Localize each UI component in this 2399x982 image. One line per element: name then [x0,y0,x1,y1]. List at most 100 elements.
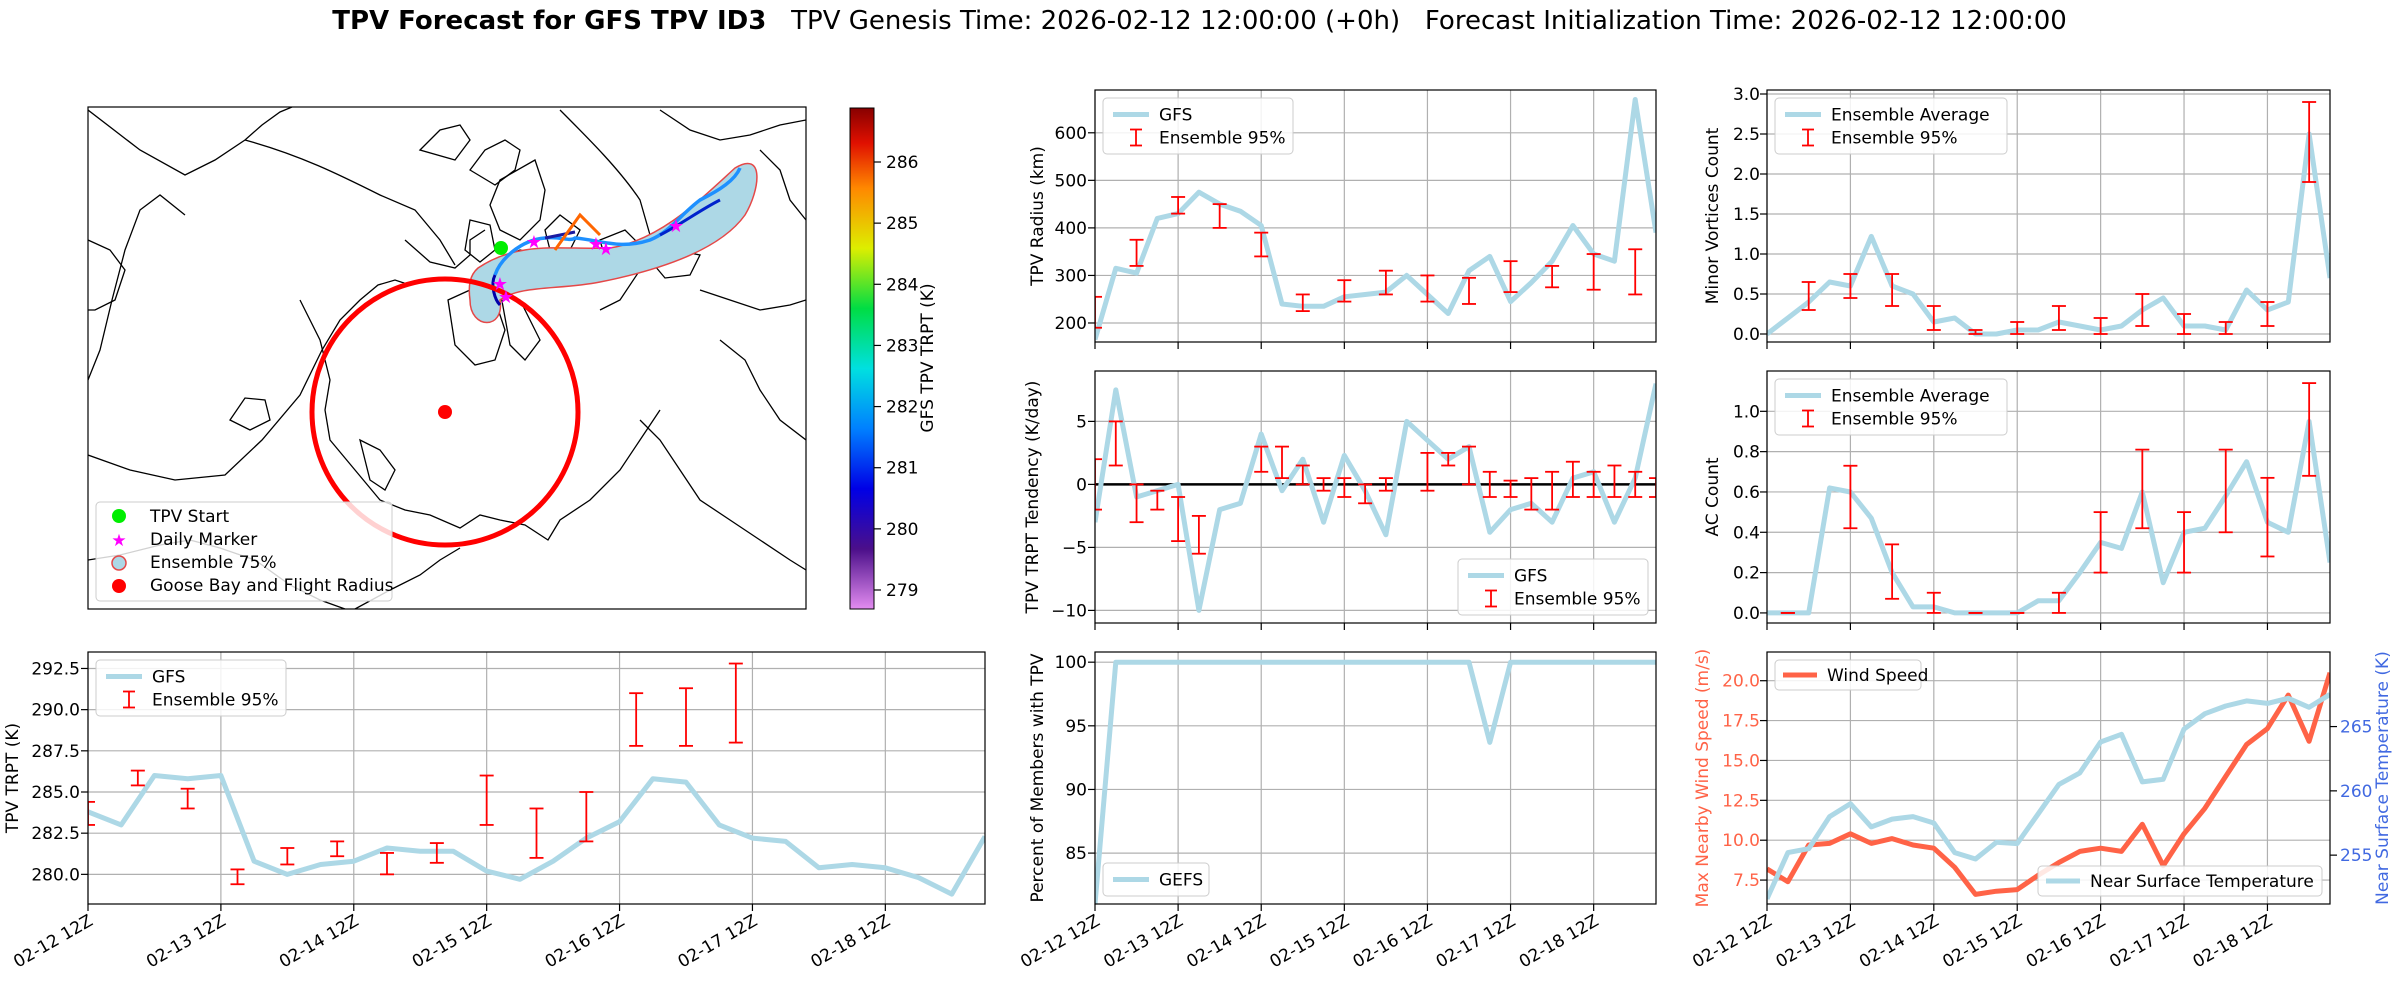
y-tick-label: 292.5 [31,659,80,679]
y-tick-label: 400 [1055,219,1087,239]
errorbar [1420,274,1435,303]
errorbar [1254,231,1269,258]
tpv-track-segment [544,230,576,240]
daily-marker: ★ [498,287,514,308]
map-legend: ★ TPV Start Daily Marker Ensemble 75% Go… [95,501,394,602]
legend-label: Ensemble 95% [152,691,279,711]
y-tick-label: 5 [1076,412,1087,432]
errorbar [529,807,544,859]
errorbar [2260,301,2275,327]
x-tick-label: 02-13 12Z [1100,911,1186,972]
errorbar [130,769,145,787]
errorbar [479,774,494,826]
plot-frame [1766,89,2331,343]
legend: GFS Ensemble 95% [95,659,287,717]
legend-box [2037,865,2323,897]
colorbar-tick-label: 281 [886,459,918,479]
y-tick-label: 287.5 [31,742,80,762]
map-panel: ★ ★ ★ ★ ★ ★ ★ TPV Start Daily Marker Ens… [87,106,807,610]
tpv-track [493,167,742,276]
errorbar [1420,451,1435,492]
legend-label: Ensemble 95% [1831,129,1958,149]
x-tick-label: 02-18 12Z [808,911,894,972]
errorbar [629,692,644,747]
y-axis-label: TPV TRPT Tendency (K/day) [1023,381,1043,615]
legend-label: Near Surface Temperature [2090,872,2314,892]
tpv-track-late [659,198,721,237]
x-tick-label: 02-15 12Z [1267,911,1353,972]
legend: GEFS [1102,862,1210,897]
y-tick-label: 100 [1055,653,1087,673]
errorbar [1503,479,1518,498]
x-tick-label: 02-12 12Z [10,911,96,972]
errorbar [2135,448,2150,530]
errorbar [1843,273,1858,299]
errorbar [1337,279,1352,303]
y2-tick-label: 255 [2340,846,2372,866]
errorbar [1378,477,1393,492]
legend-swatch-errorbar [1485,589,1497,608]
errorbar [1586,253,1601,291]
colorbar-tick-label: 280 [886,520,918,540]
chart-members: 85 90 95 100 Percent of Members with TPV 02-1… [1017,651,1657,972]
series-line-gfs [1095,383,1656,613]
y-tick-label: 12.5 [1722,791,1760,811]
legend-box [1774,378,2008,436]
errorbar [1171,496,1186,542]
errorbar [1316,477,1331,492]
errorbar [1095,458,1102,511]
errorbar [1565,460,1580,498]
errorbar [2051,591,2066,614]
errorbar [1295,293,1310,312]
errorbar [1171,196,1186,215]
errorbar [2010,321,2025,335]
legend-label: Ensemble 95% [1831,410,1958,430]
series-line-gfs [88,773,985,897]
errorbar [728,662,743,744]
x-tick-label: 02-15 12Z [1939,911,2025,972]
legend-swatch-errorbar [1802,128,1814,147]
x-tick-label: 02-12 12Z [1017,911,1103,972]
errorbar [2260,476,2275,558]
legend: GFS Ensemble 95% [1457,558,1649,616]
errorbar [1295,464,1310,486]
legend-box [1774,659,1922,691]
y-axis-label: Max Nearby Wind Speed (m/s) [1693,649,1713,908]
ensemble-75-region [468,162,758,324]
x-tick-label: 02-13 12Z [143,911,229,972]
chart-radius: 200 300 400 500 600 TPV Radius (km) GFS Ensembl… [1028,89,1657,349]
legend-tpv-start-label: TPV Start [149,507,230,527]
colorbar-tick-label: 282 [886,398,918,418]
legend-tpv-start-swatch [112,509,126,523]
errorbar [1129,483,1144,524]
figure-title: TPV Forecast for GFS TPV ID3 TPV Genesis… [0,6,2399,36]
y-axis-label: AC Count [1703,457,1723,536]
legend-label: Ensemble 95% [1159,129,1286,149]
figure-title-rest: TPV Genesis Time: 2026-02-12 12:00:00 (+… [791,6,2067,36]
legend-wind-speed: Wind Speed [1774,659,1928,691]
plot-frame [1094,370,1657,624]
legend: Ensemble Average Ensemble 95% [1774,378,2008,436]
errorbar [2218,448,2233,534]
y-axis-label: TPV Radius (km) [1028,146,1048,287]
plot-frame [1094,651,1657,905]
errorbar [1150,489,1165,511]
y-tick-label: 1.0 [1733,245,1760,265]
y-tick-label: 0.4 [1733,523,1760,543]
series-line-near-surface-temperature [1767,692,2330,900]
x-tick-label: 02-16 12Z [542,911,628,972]
colorbar-tick-label: 283 [886,336,918,356]
x-tick-label: 02-18 12Z [2190,911,2276,972]
legend-label: Ensemble Average [1831,106,1990,126]
errorbar [1503,260,1518,293]
errorbar [1968,329,1983,335]
errorbar [1275,445,1289,480]
errorbar [1441,451,1456,467]
errorbar [180,787,195,810]
errorbar [1885,543,1900,600]
x-tick-label: 02-18 12Z [1516,911,1602,972]
y-tick-label: 10.0 [1722,831,1760,851]
y-tick-label: 1.5 [1733,205,1760,225]
legend-temperature: Near Surface Temperature [2037,865,2323,897]
y-tick-label: 300 [1055,266,1087,286]
